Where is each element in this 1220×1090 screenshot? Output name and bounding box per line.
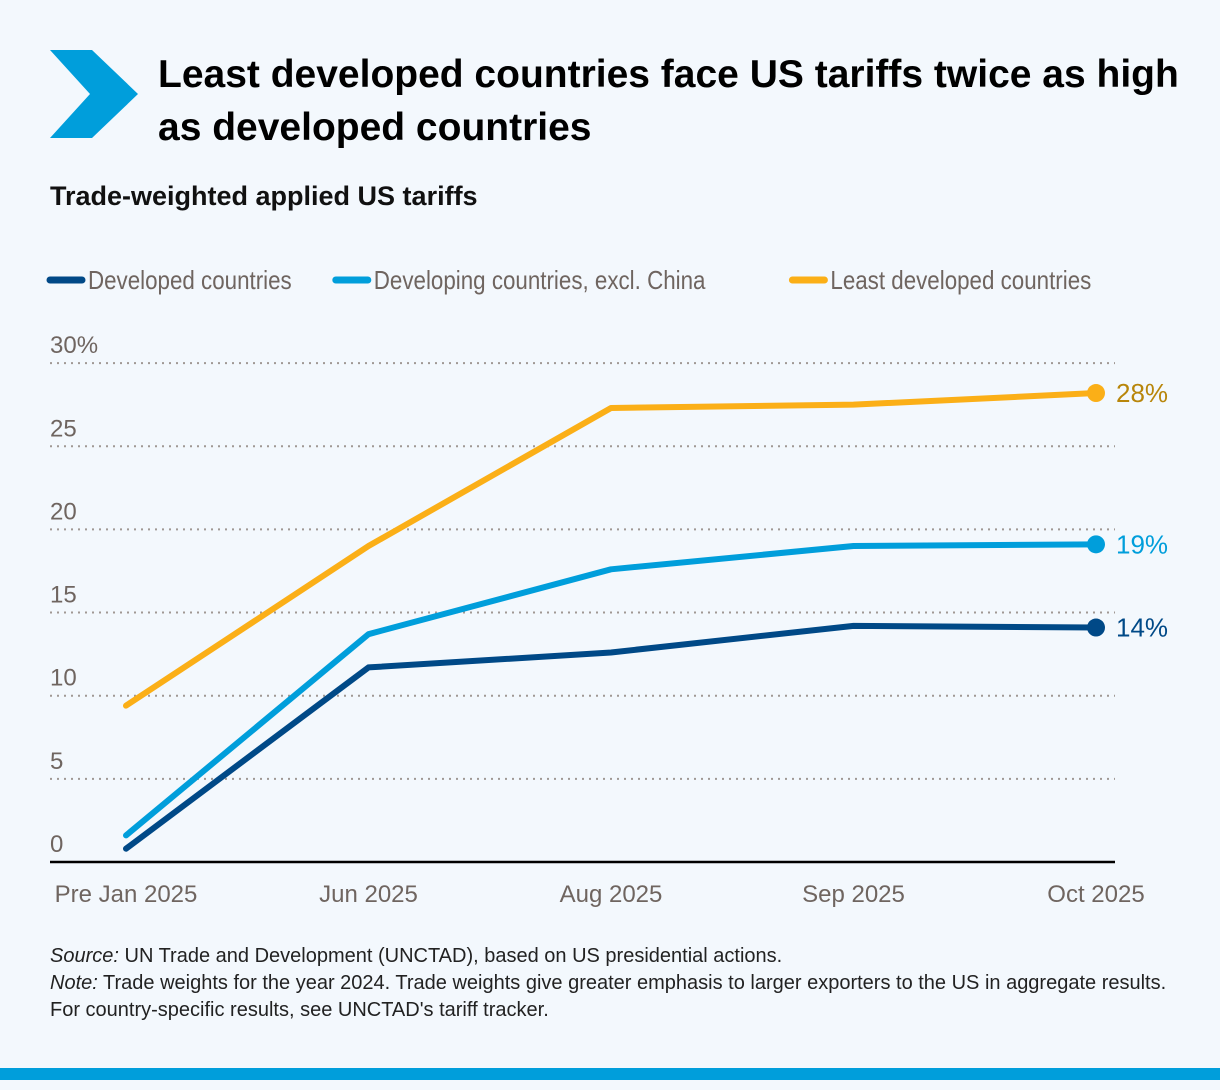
legend-label: Least developed countries bbox=[830, 266, 1091, 295]
end-point-marker bbox=[1087, 535, 1105, 554]
y-tick-label: 25 bbox=[50, 415, 77, 442]
legend-label: Developed countries bbox=[88, 266, 292, 295]
end-point-marker bbox=[1087, 384, 1105, 403]
series-line bbox=[123, 390, 1099, 709]
y-tick-label: 15 bbox=[50, 582, 77, 609]
series-line bbox=[123, 622, 1099, 852]
y-tick-label: 5 bbox=[50, 748, 63, 775]
y-tick-label: 0 bbox=[50, 831, 63, 858]
chart-notes: Source: UN Trade and Development (UNCTAD… bbox=[50, 943, 1180, 1024]
x-tick-label: Pre Jan 2025 bbox=[55, 881, 198, 908]
footer-bar bbox=[0, 1068, 1220, 1080]
x-tick-label: Aug 2025 bbox=[560, 881, 663, 908]
chart-subtitle: Trade-weighted applied US tariffs bbox=[50, 181, 478, 211]
end-value-label: 14% bbox=[1116, 613, 1168, 643]
y-tick-label: 10 bbox=[50, 665, 77, 692]
x-tick-label: Sep 2025 bbox=[802, 881, 905, 908]
end-value-label: 28% bbox=[1116, 378, 1168, 408]
chart-title: Least developed countries face US tariff… bbox=[158, 53, 1179, 149]
series-line bbox=[123, 541, 1099, 839]
end-value-label: 19% bbox=[1116, 529, 1168, 559]
y-tick-label: 20 bbox=[50, 498, 77, 525]
x-tick-label: Oct 2025 bbox=[1047, 881, 1144, 908]
line-chart: Developed countries Developing countries,… bbox=[46, 266, 1168, 908]
logo-chevron-icon bbox=[50, 50, 138, 138]
y-tick-label: 30% bbox=[50, 332, 98, 359]
x-tick-label: Jun 2025 bbox=[319, 881, 418, 908]
source-note: Source: UN Trade and Development (UNCTAD… bbox=[50, 945, 783, 967]
legend-label: Developing countries, excl. China bbox=[374, 266, 706, 295]
note: Note: Trade weights for the year 2024. T… bbox=[50, 972, 1167, 1021]
end-point-marker bbox=[1087, 618, 1105, 637]
